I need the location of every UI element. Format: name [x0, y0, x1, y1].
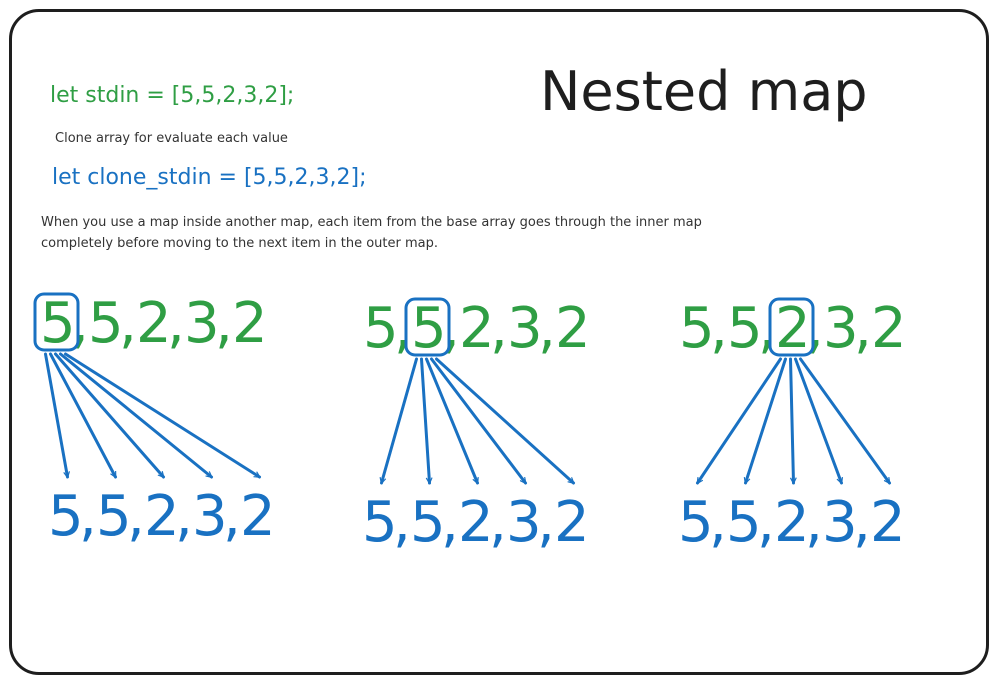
inner-1-value-1: 5: [96, 484, 132, 549]
inner-1-separator-1: ,: [127, 484, 145, 549]
outer-1-separator-3: ,: [215, 291, 233, 356]
inner-3-separator-3: ,: [853, 490, 871, 555]
inner-3-value-3: 3: [822, 490, 858, 555]
arrow-3-4: [799, 357, 891, 483]
outer-3-value-3: 3: [823, 296, 859, 361]
inner-2-value-4: 2: [554, 490, 590, 555]
arrow-1-4: [64, 352, 260, 479]
inner-2-separator-0: ,: [393, 490, 411, 555]
outer-2-separator-1: ,: [442, 296, 460, 361]
outer-3-value-2: 2: [775, 296, 811, 361]
outer-1-separator-2: ,: [167, 291, 185, 356]
explanation-line-2: completely before moving to the next ite…: [41, 236, 438, 251]
outer-3-value-1: 5: [727, 296, 763, 361]
map-panel-1: 5, 5, 2, 3, 25, 5, 2, 3, 2: [33, 291, 276, 549]
arrow-3-2: [789, 357, 794, 485]
outer-3-value-4: 2: [871, 296, 907, 361]
map-panel-2: 5, 5, 2, 3, 25, 5, 2, 3, 2: [362, 296, 591, 555]
inner-2-separator-1: ,: [441, 490, 459, 555]
arrow-1-1: [49, 352, 117, 477]
inner-3-separator-2: ,: [805, 490, 823, 555]
highlight-box-3: [768, 297, 815, 357]
inner-3-value-2: 2: [774, 490, 810, 555]
outer-3-separator-3: ,: [854, 296, 872, 361]
outer-2-separator-2: ,: [490, 296, 508, 361]
outer-1-value-1: 5: [88, 291, 124, 356]
outer-3-separator-2: ,: [806, 296, 824, 361]
inner-3-value-0: 5: [678, 490, 714, 555]
outer-2-value-1: 5: [411, 296, 447, 361]
arrow-2-2: [425, 357, 479, 483]
inner-2-value-1: 5: [410, 490, 446, 555]
inner-2-value-2: 2: [458, 490, 494, 555]
page-title: Nested map: [540, 60, 868, 123]
inner-1-separator-2: ,: [175, 484, 193, 549]
inner-2-value-0: 5: [362, 490, 398, 555]
stdin-declaration: let stdin = [5,5,2,3,2];: [50, 83, 295, 108]
inner-3-separator-1: ,: [757, 490, 775, 555]
outer-2-value-3: 3: [507, 296, 543, 361]
outer-1-separator-0: ,: [71, 291, 89, 356]
outer-2-value-4: 2: [555, 296, 591, 361]
arrow-1-0: [44, 352, 68, 477]
clone-declaration: let clone_stdin = [5,5,2,3,2];: [52, 165, 367, 190]
inner-1-separator-3: ,: [223, 484, 241, 549]
arrow-2-3: [430, 357, 527, 483]
inner-1-value-3: 3: [192, 484, 228, 549]
outer-1-value-2: 2: [136, 291, 172, 356]
outer-3-separator-0: ,: [710, 296, 728, 361]
arrow-2-1: [420, 357, 430, 485]
inner-3-separator-0: ,: [709, 490, 727, 555]
inner-1-separator-0: ,: [79, 484, 97, 549]
explanation-line-1: When you use a map inside another map, e…: [41, 215, 702, 230]
outer-1-value-4: 2: [232, 291, 268, 356]
outer-2-value-0: 5: [363, 296, 399, 361]
arrow-1-2: [54, 352, 165, 479]
arrow-2-4: [435, 357, 575, 485]
outer-1-separator-1: ,: [119, 291, 137, 356]
outer-1-value-3: 3: [184, 291, 220, 356]
whiteboard-canvas: [9, 9, 989, 675]
inner-3-value-1: 5: [726, 490, 762, 555]
inner-2-separator-2: ,: [489, 490, 507, 555]
inner-1-value-2: 2: [144, 484, 180, 549]
arrow-2-0: [382, 357, 418, 483]
outer-1-value-0: 5: [40, 291, 76, 356]
inner-1-value-0: 5: [48, 484, 84, 549]
inner-2-separator-3: ,: [537, 490, 555, 555]
arrow-3-3: [794, 357, 843, 483]
outer-2-separator-3: ,: [538, 296, 556, 361]
arrow-1-3: [59, 352, 213, 479]
outer-2-value-2: 2: [459, 296, 495, 361]
clone-note: Clone array for evaluate each value: [55, 131, 288, 146]
arrow-3-1: [746, 357, 787, 483]
outer-3-value-0: 5: [679, 296, 715, 361]
inner-1-value-4: 2: [240, 484, 276, 549]
inner-3-value-4: 2: [870, 490, 906, 555]
arrow-3-0: [696, 357, 782, 483]
inner-2-value-3: 3: [506, 490, 542, 555]
highlight-box-1: [33, 292, 80, 352]
map-panel-3: 5, 5, 2, 3, 25, 5, 2, 3, 2: [678, 296, 907, 555]
highlight-box-2: [404, 297, 451, 357]
